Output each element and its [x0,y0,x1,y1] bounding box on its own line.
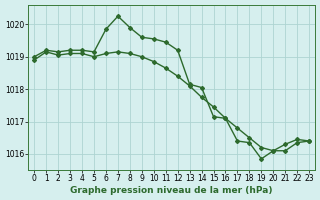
X-axis label: Graphe pression niveau de la mer (hPa): Graphe pression niveau de la mer (hPa) [70,186,273,195]
